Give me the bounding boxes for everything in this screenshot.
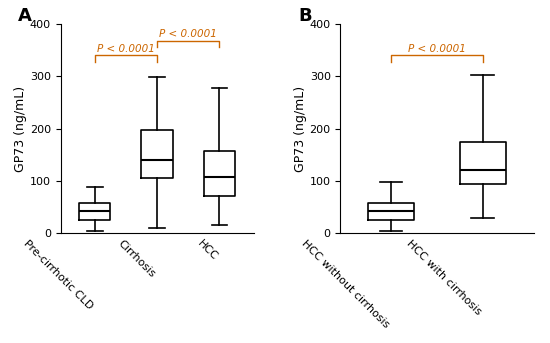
Text: A: A	[18, 7, 32, 25]
Text: B: B	[298, 7, 312, 25]
Text: P < 0.0001: P < 0.0001	[160, 29, 217, 39]
Y-axis label: GP73 (ng/mL): GP73 (ng/mL)	[14, 85, 27, 172]
Text: P < 0.0001: P < 0.0001	[408, 44, 466, 54]
Text: P < 0.0001: P < 0.0001	[97, 44, 155, 54]
Y-axis label: GP73 (ng/mL): GP73 (ng/mL)	[294, 85, 307, 172]
